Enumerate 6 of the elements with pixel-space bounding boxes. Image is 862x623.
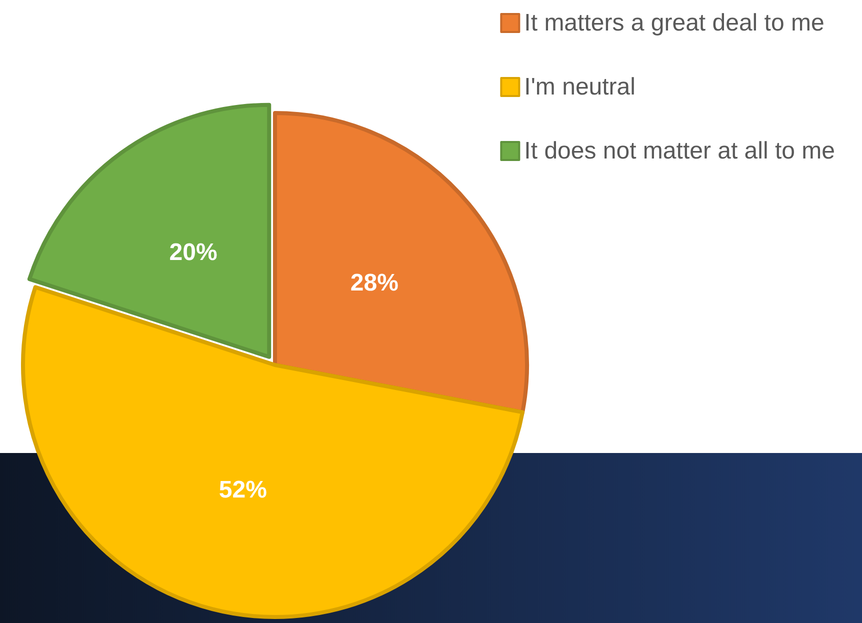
data-label: 28% [350,269,398,296]
legend-label: It does not matter at all to me [524,138,836,164]
data-label: 20% [169,239,218,266]
data-label: 52% [218,476,267,504]
legend-label: It matters a great deal to me [524,10,824,36]
legend-label: I'm neutral [524,74,636,100]
